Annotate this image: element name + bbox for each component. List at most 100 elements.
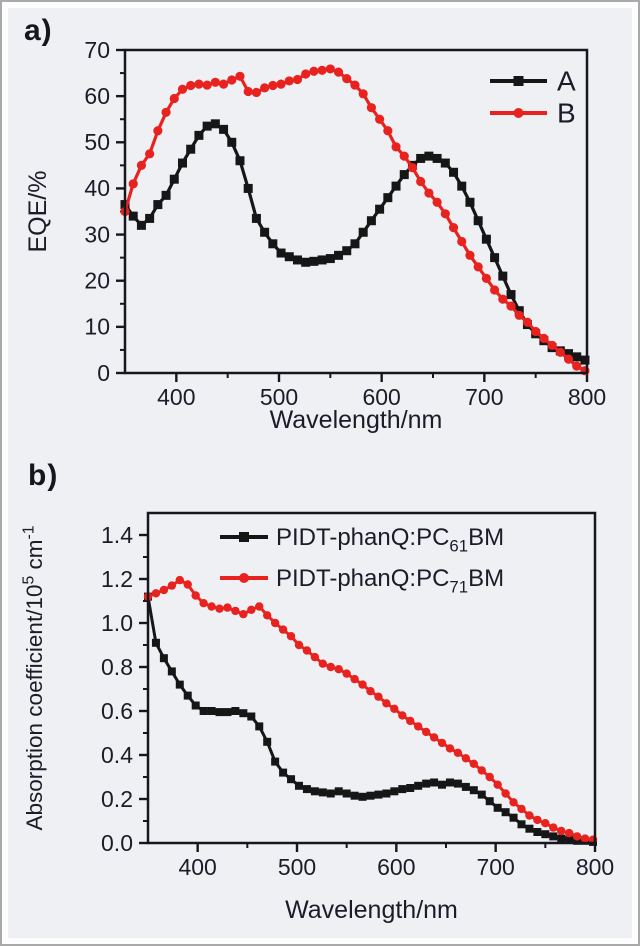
marker-square [210,119,220,129]
marker-square [292,255,302,265]
marker-square [398,785,407,794]
marker-square [239,709,248,718]
marker-square [326,789,335,798]
marker-square [202,121,212,131]
marker-square [430,778,439,787]
marker-square [382,789,391,798]
marker-square [151,638,160,647]
marker-square [374,790,383,799]
marker-circle [448,223,459,233]
marker-square [490,253,500,263]
marker-square [422,779,431,788]
marker-square [227,137,237,147]
y-tick-label: 40 [84,175,110,201]
marker-square [366,216,376,226]
marker-circle [270,618,280,628]
marker-circle [317,65,327,75]
panel-a-label: a) [24,14,53,47]
legend-marker-square [239,532,249,542]
marker-square [501,808,510,817]
x-tick-label: 800 [568,384,606,410]
marker-circle [215,604,224,613]
marker-circle [366,103,376,113]
marker-circle [383,126,393,136]
marker-square [533,828,542,836]
marker-circle [199,599,208,608]
marker-circle [572,832,582,841]
marker-circle [465,250,475,260]
marker-circle [278,625,288,634]
marker-circle [572,361,582,371]
x-axis-label: Wavelength/nm [270,406,443,434]
x-tick-label: 500 [260,384,298,410]
marker-square [334,787,343,796]
y-tick-label: 50 [84,129,110,155]
marker-circle [429,733,439,742]
y-tick-label: 70 [84,37,110,63]
marker-circle [490,285,500,295]
marker-square [199,707,208,715]
marker-square [358,792,367,801]
marker-square [438,780,447,789]
marker-circle [128,179,138,189]
marker-square [461,782,470,791]
marker-square [573,836,582,845]
marker-square [310,787,319,796]
x-tick-label: 500 [278,854,316,880]
legend-label: B [557,98,576,129]
marker-square [514,306,524,316]
marker-circle [390,704,399,713]
x-tick-label: 600 [362,384,400,410]
marker-square [223,708,232,717]
marker-circle [310,652,320,662]
marker-circle [186,80,196,91]
y-axis-label: EQE/% [24,171,52,253]
marker-circle [547,340,557,350]
marker-square [350,239,360,249]
absorption-chart: 400 500 600 700 800 0.0 0.2 0.4 0.6 0.8 1.0 1.2 1.4 P… [20,511,614,924]
marker-circle [342,74,352,84]
marker-square [175,680,184,689]
marker-circle [276,79,286,89]
marker-circle [318,659,328,668]
marker-square [136,220,146,230]
marker-square [309,256,319,266]
marker-circle [239,610,248,619]
marker-square [276,248,286,258]
marker-circle [309,66,319,76]
marker-square [445,778,454,787]
marker-circle [517,804,526,814]
marker-square [366,791,375,800]
marker-circle [286,632,296,641]
marker-square [169,174,179,184]
marker-square [342,789,351,798]
marker-circle [358,680,367,689]
y-tick-label: 60 [84,83,110,109]
x-tick-label: 700 [476,854,514,880]
x-axis-label: Wavelength/nm [285,896,458,924]
marker-circle [416,176,426,187]
marker-circle [533,815,542,825]
marker-circle [375,114,385,124]
marker-circle [342,669,351,678]
marker-square [375,204,385,214]
marker-circle [509,798,518,807]
marker-square [231,707,240,715]
y-tick-label: 10 [84,314,110,340]
marker-circle [231,606,240,616]
marker-circle [432,197,442,207]
marker-circle [183,580,192,589]
marker-circle [366,687,375,696]
marker-square [416,153,426,163]
marker-circle [302,646,312,655]
marker-square [350,791,359,800]
marker-square [453,779,462,788]
marker-square [406,784,415,792]
marker-square [549,832,558,841]
marker-square [557,834,566,843]
marker-circle [251,87,262,98]
marker-square [334,250,344,260]
marker-square [517,820,526,829]
marker-circle [136,160,147,170]
